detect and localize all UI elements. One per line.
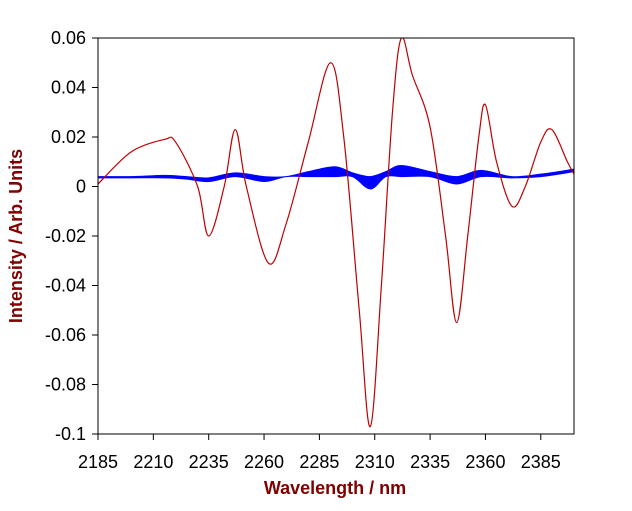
x-tick-label: 2210 (133, 452, 173, 472)
y-tick-label: -0.02 (45, 226, 86, 246)
x-tick-label: 2310 (355, 452, 395, 472)
x-tick-label: 2185 (78, 452, 118, 472)
x-tick-label: 2285 (299, 452, 339, 472)
y-tick-label: -0.06 (45, 325, 86, 345)
y-tick-label: -0.1 (55, 424, 86, 444)
y-tick-label: 0.04 (51, 78, 86, 98)
y-tick-label: 0.06 (51, 28, 86, 48)
x-tick-label: 2260 (244, 452, 284, 472)
y-tick-label: 0.02 (51, 127, 86, 147)
x-tick-label: 2385 (521, 452, 561, 472)
y-tick-label: -0.08 (45, 375, 86, 395)
x-tick-label: 2335 (410, 452, 450, 472)
y-axis-label: Intensity / Arb. Units (6, 149, 26, 323)
plot-frame (97, 37, 575, 435)
x-tick-label: 2360 (465, 452, 505, 472)
x-axis-label: Wavelength / nm (264, 478, 406, 498)
x-tick-label: 2235 (189, 452, 229, 472)
y-tick-label: 0 (76, 177, 86, 197)
y-tick-label: -0.04 (45, 276, 86, 296)
band-fill (98, 164, 574, 190)
data-line (98, 38, 574, 428)
